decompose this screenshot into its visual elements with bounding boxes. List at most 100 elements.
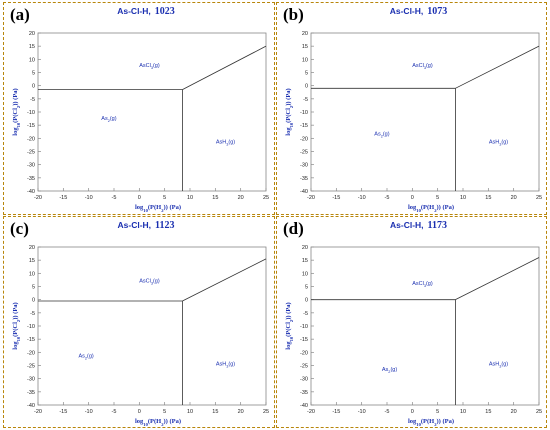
- x-tick-label: 10: [187, 409, 193, 415]
- y-tick-label: -30: [300, 377, 308, 383]
- y-tick-label: 20: [302, 245, 308, 251]
- plot-frame: [37, 32, 267, 192]
- chart-svg: -20 -15 -10 -5 0 5 10 15 20 25 20 15 10 5 0 -5 -10 -15 -20…: [285, 245, 542, 427]
- y-tick-label: -5: [30, 97, 35, 103]
- x-tick-label: 5: [163, 409, 166, 415]
- y-tick-label: -10: [27, 324, 35, 330]
- x-tick-label: -20: [307, 409, 315, 415]
- x-tick-label: -5: [385, 409, 390, 415]
- title-temperature: 1123: [155, 220, 175, 231]
- y-tick-label: -15: [300, 337, 308, 343]
- region-label: As2(g): [78, 354, 93, 361]
- y-tick-label: -30: [300, 163, 308, 169]
- plot-frame: [37, 246, 267, 406]
- y-tick-label: -25: [300, 150, 308, 156]
- title-system: As-Cl-H,: [117, 6, 151, 16]
- x-tick-label: -5: [385, 195, 390, 201]
- y-tick-label: -15: [27, 123, 35, 129]
- x-tick-label: -15: [59, 409, 67, 415]
- y-tick-label: 15: [29, 44, 35, 50]
- y-tick-label: 15: [302, 44, 308, 50]
- panel-label: (b): [283, 5, 304, 24]
- y-tick-label: 10: [302, 271, 308, 277]
- y-tick-label: 20: [29, 245, 35, 251]
- title-system: As-Cl-H,: [390, 220, 424, 230]
- y-axis-label: log10(P(Cl2)) (Pa): [285, 302, 294, 349]
- y-tick-label: -5: [303, 311, 308, 317]
- title-system: As-Cl-H,: [389, 6, 424, 16]
- y-tick-label: -15: [300, 123, 308, 129]
- region-label: AsH3(g): [216, 140, 235, 147]
- x-tick-label: -10: [85, 195, 93, 201]
- x-tick-label: 25: [536, 409, 542, 415]
- x-tick-label: 25: [536, 195, 542, 201]
- x-tick-label: 0: [411, 409, 414, 415]
- x-axis-label: log10(P(H2)) (Pa): [408, 418, 454, 427]
- chart-title: As-Cl-H, 1023: [4, 6, 274, 17]
- y-tick-label: 5: [305, 71, 308, 77]
- y-tick-label: 15: [29, 258, 35, 264]
- x-tick-label: -10: [358, 409, 366, 415]
- x-tick-label: 15: [485, 195, 491, 201]
- y-tick-label: 5: [32, 285, 35, 291]
- x-tick-label: -10: [85, 409, 93, 415]
- y-tick-label: 0: [305, 298, 308, 304]
- x-axis-label: log10(P(H2)) (Pa): [408, 204, 454, 213]
- panel-label: (d): [283, 219, 304, 238]
- x-tick-label: -5: [112, 409, 117, 415]
- y-tick-label: -20: [300, 350, 308, 356]
- chart-panel: (c) As-Cl-H, 1123 -20 -15 -10 -5 0 5 10 15 20 25 20 15…: [3, 216, 275, 428]
- y-tick-label: -40: [27, 189, 35, 195]
- y-tick-label: 5: [32, 71, 35, 77]
- plot-frame: [310, 32, 540, 192]
- region-label: AsCl3(g): [139, 63, 160, 70]
- y-axis-label: log10(P(Cl2)) (Pa): [12, 88, 21, 135]
- x-tick-label: -20: [34, 195, 42, 201]
- y-tick-label: -5: [30, 311, 35, 317]
- x-tick-label: 0: [411, 195, 414, 201]
- x-tick-label: 0: [138, 195, 141, 201]
- y-tick-label: -5: [303, 97, 308, 103]
- title-temperature: 1073: [427, 6, 448, 17]
- y-tick-label: 20: [29, 31, 35, 37]
- y-tick-label: -35: [300, 390, 308, 396]
- y-tick-label: -40: [300, 189, 308, 195]
- x-tick-label: 10: [460, 409, 466, 415]
- chart-svg: -20 -15 -10 -5 0 5 10 15 20 25 20 15 10 5 0 -5 -10 -15 -20…: [285, 31, 542, 213]
- x-tick-label: 20: [238, 409, 244, 415]
- y-tick-label: 20: [302, 31, 308, 37]
- phase-boundary: [455, 45, 540, 89]
- y-tick-label: 10: [29, 57, 35, 63]
- y-tick-label: -20: [27, 350, 35, 356]
- region-label: AsCl3(g): [139, 279, 160, 286]
- region-label: AsH3(g): [489, 362, 508, 369]
- chart-panel: (d) As-Cl-H, 1173 -20 -15 -10 -5 0 5 10 15 20 25 20 15…: [276, 216, 547, 428]
- chart-svg: -20 -15 -10 -5 0 5 10 15 20 25 20 15 10 5 0 -5 -10 -15 -20…: [12, 245, 269, 427]
- y-axis-label: log10(P(Cl2)) (Pa): [12, 302, 21, 349]
- panel-label: (a): [10, 5, 30, 24]
- x-tick-label: -20: [307, 195, 315, 201]
- y-tick-label: -30: [27, 163, 35, 169]
- x-tick-label: -15: [59, 195, 67, 201]
- region-label: AsCl3(g): [412, 63, 433, 70]
- title-system: As-Cl-H,: [117, 220, 152, 230]
- y-tick-label: -25: [27, 150, 35, 156]
- chart-title: As-Cl-H, 1073: [277, 6, 546, 17]
- x-tick-label: 25: [263, 409, 269, 415]
- y-tick-label: -15: [27, 337, 35, 343]
- y-tick-label: 0: [32, 84, 35, 90]
- chart-svg: -20 -15 -10 -5 0 5 10 15 20 25 20 15 10 5 0 -5 -10 -15 -20…: [12, 31, 269, 213]
- y-tick-label: 15: [302, 258, 308, 264]
- x-tick-label: 5: [436, 409, 439, 415]
- x-tick-label: 5: [436, 195, 439, 201]
- chart-title: As-Cl-H, 1173: [277, 220, 546, 231]
- y-tick-label: -10: [300, 324, 308, 330]
- x-tick-label: -15: [332, 409, 340, 415]
- y-tick-label: -20: [300, 136, 308, 142]
- x-tick-label: 10: [187, 195, 193, 201]
- y-tick-label: -25: [300, 364, 308, 370]
- y-tick-label: -35: [300, 176, 308, 182]
- x-tick-label: 20: [238, 195, 244, 201]
- y-tick-label: -35: [27, 390, 35, 396]
- x-tick-label: -20: [34, 409, 42, 415]
